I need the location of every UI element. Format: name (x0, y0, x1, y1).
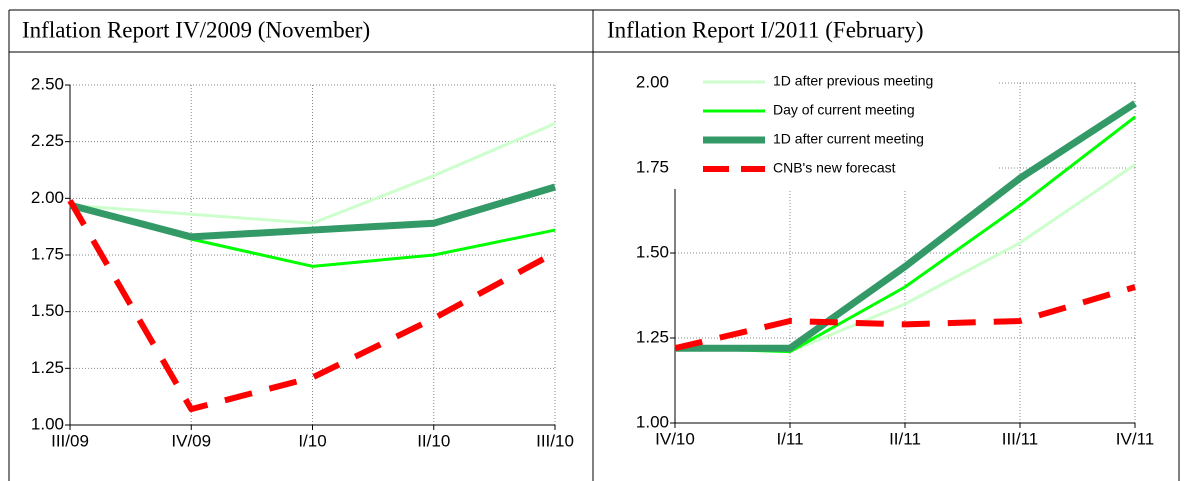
legend-label: 1D after previous meeting (773, 73, 933, 89)
y-tick-label: 1.75 (636, 157, 669, 176)
series-line (67, 199, 557, 413)
x-tick-label: IV/10 (655, 429, 695, 448)
y-tick-label: 1.00 (31, 414, 64, 433)
series-line (69, 183, 557, 241)
y-tick-label: 2.25 (31, 131, 64, 150)
y-tick-label: 1.00 (636, 412, 669, 431)
x-tick-label: III/11 (1002, 429, 1039, 448)
series-line (675, 100, 1137, 352)
y-tick-label: 1.50 (31, 301, 64, 320)
y-tick-label: 2.50 (31, 74, 64, 93)
x-tick-label: I/10 (298, 431, 326, 450)
chart-title: Inflation Report IV/2009 (November) (22, 17, 370, 42)
legend-label: Day of current meeting (773, 102, 915, 118)
legend-label: CNB's new forecast (773, 160, 896, 176)
y-tick-label: 2.00 (31, 188, 64, 207)
series-line (69, 122, 556, 225)
x-tick-label: II/11 (889, 429, 921, 448)
x-tick-label: IV/11 (1116, 429, 1154, 448)
y-tick-label: 1.50 (636, 242, 669, 261)
y-tick-label: 1.75 (31, 244, 64, 263)
legend-label: 1D after current meeting (773, 131, 924, 147)
x-tick-label: III/09 (51, 431, 89, 450)
y-tick-label: 1.25 (636, 327, 669, 346)
y-tick-label: 2.00 (636, 72, 669, 91)
series-line (674, 284, 1136, 352)
x-tick-label: II/10 (417, 431, 450, 450)
x-tick-label: IV/09 (171, 431, 211, 450)
chart-title: Inflation Report I/2011 (February) (607, 17, 924, 42)
x-tick-label: I/11 (776, 429, 803, 448)
y-tick-label: 1.25 (31, 358, 64, 377)
x-tick-label: III/10 (536, 431, 574, 450)
